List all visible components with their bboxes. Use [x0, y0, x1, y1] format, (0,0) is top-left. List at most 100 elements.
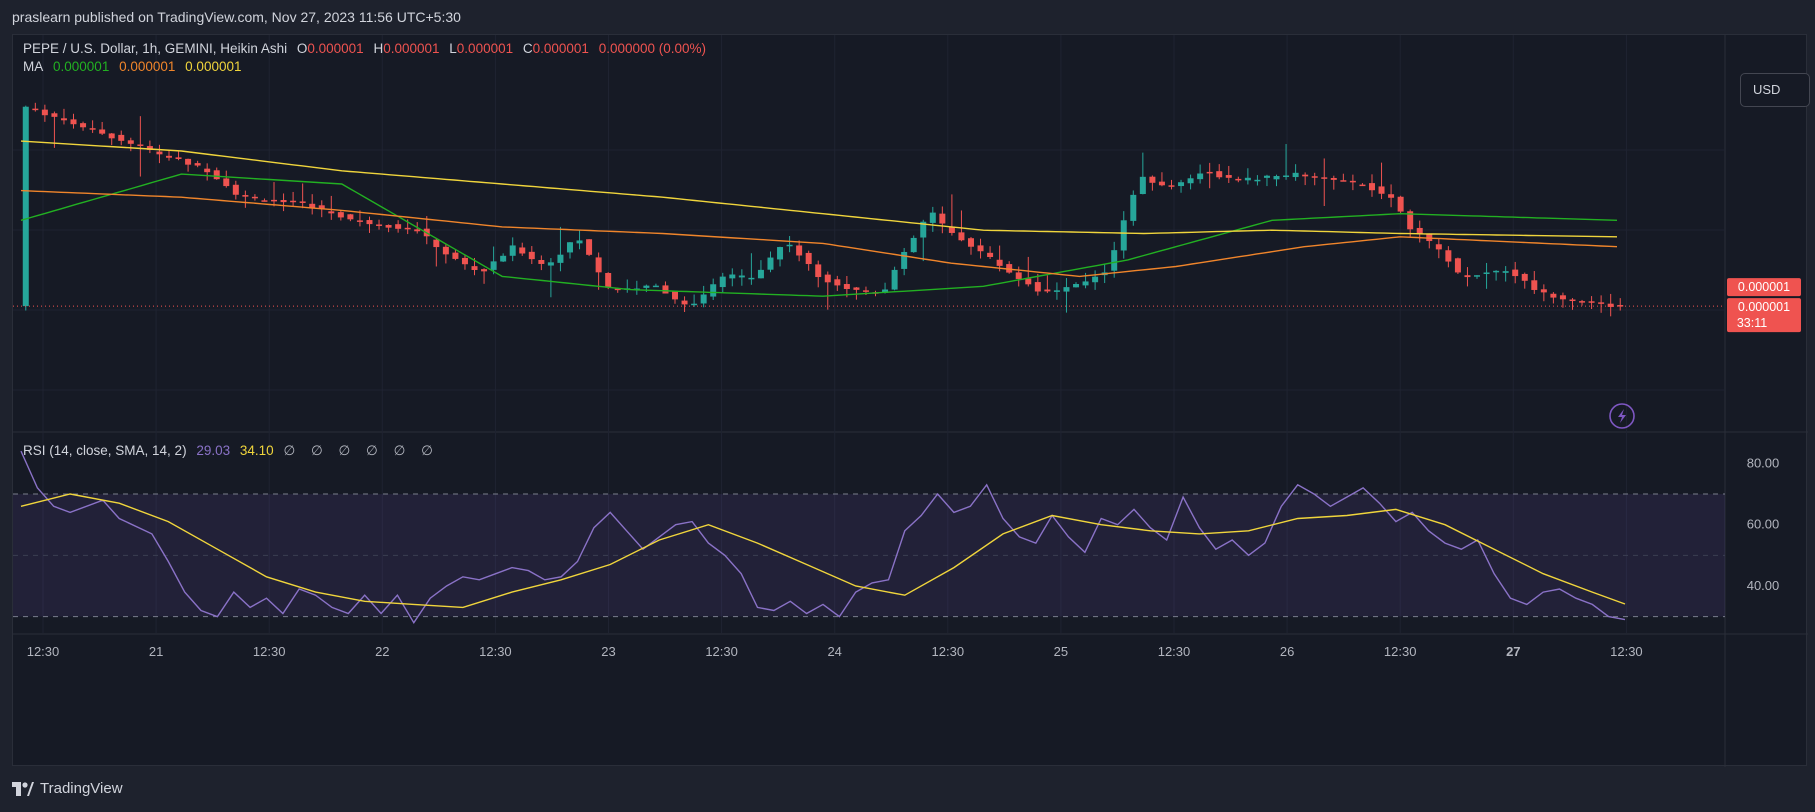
footer-brand: TradingView: [40, 780, 123, 797]
candle-bullish: [700, 294, 707, 304]
change-value: 0.000000 (0.00%): [598, 41, 707, 56]
time-tick-label: 22: [375, 644, 389, 659]
candle-bullish: [901, 251, 908, 269]
candle-bearish: [538, 259, 545, 264]
candle-bearish: [1378, 186, 1385, 194]
candle-bearish: [51, 113, 58, 117]
candle-bearish: [1559, 295, 1566, 300]
rsi-legend: RSI (14, close, SMA, 14, 2) 29.03 34.10 …: [23, 443, 445, 459]
time-tick-label: 12:30: [1610, 644, 1643, 659]
candle-bearish: [1388, 194, 1395, 198]
candle-bullish: [1263, 175, 1270, 178]
candle-bearish: [853, 287, 860, 290]
candle-bearish: [1607, 303, 1614, 307]
candle-bearish: [1588, 301, 1595, 303]
rsi-axis-label: 80.00: [1747, 455, 1780, 470]
candle-bullish: [767, 257, 774, 270]
rsi-sma-line: [20, 493, 1626, 609]
candle-bullish: [1187, 178, 1194, 184]
candle-bullish: [1502, 271, 1509, 273]
open-label: O: [296, 41, 308, 56]
candle-bearish: [108, 133, 115, 139]
candle-bearish: [41, 109, 48, 116]
chart-canvas[interactable]: 12:30 21 12:30 22 12:30 23 12:30 24 12:30 25 12:30…: [13, 35, 1808, 767]
candle-bearish: [1454, 258, 1461, 273]
rsi-value: 29.03: [196, 443, 231, 458]
candle-bearish: [1302, 174, 1309, 177]
candle-bearish: [1034, 282, 1041, 292]
candle-bearish: [977, 245, 984, 252]
ma-label[interactable]: MA: [23, 59, 44, 74]
currency-button[interactable]: USD: [1740, 73, 1810, 107]
chart-panel[interactable]: 12:30 21 12:30 22 12:30 23 12:30 24 12:30 25 12:30…: [12, 34, 1810, 767]
tradingview-logo[interactable]: TradingView: [12, 780, 123, 797]
candle-bearish: [996, 259, 1003, 266]
candle-bullish: [1111, 250, 1118, 271]
close-label: C: [522, 41, 533, 56]
rsi-label[interactable]: RSI (14, close, SMA, 14, 2): [23, 443, 187, 458]
candle-bullish: [1273, 176, 1280, 180]
time-tick-label: 23: [601, 644, 615, 659]
candle-bearish: [232, 184, 239, 195]
rsi-axis-label: 40.00: [1747, 578, 1780, 593]
ma1-line: [20, 173, 1618, 297]
candle-bullish: [748, 277, 755, 280]
rsi-band: [13, 494, 1725, 617]
candle-bullish: [910, 237, 917, 253]
open-value: 0.000001: [307, 41, 364, 56]
candle-bearish: [99, 129, 106, 134]
candle-bearish: [862, 290, 869, 292]
lightning-icon-bolt: [1618, 409, 1626, 423]
candle-bearish: [1006, 264, 1013, 273]
time-tick-label: 26: [1280, 644, 1294, 659]
candle-bearish: [939, 213, 946, 224]
candle-bullish: [1063, 287, 1070, 292]
candle-bearish: [127, 140, 134, 144]
time-tick-label: 27: [1506, 644, 1520, 659]
candle-bearish: [175, 157, 182, 159]
time-tick-label: 12:30: [1158, 644, 1191, 659]
candle-bearish: [1416, 227, 1423, 235]
candle-bullish: [509, 245, 516, 256]
candle-bearish: [1359, 184, 1366, 187]
candle-bearish: [586, 239, 593, 255]
low-value: 0.000001: [456, 41, 514, 56]
candle-bearish: [662, 285, 669, 294]
empty-mark: ∅: [310, 443, 323, 458]
ma-legend: MA 0.000001 0.000001 0.000001: [23, 59, 247, 74]
candle-bearish: [385, 224, 392, 228]
candle-bearish: [156, 151, 163, 155]
candle-bearish: [213, 170, 220, 180]
ma2-value: 0.000001: [119, 59, 176, 74]
candle-bullish: [729, 274, 736, 279]
candle-bearish: [672, 290, 679, 300]
candle-bearish: [834, 279, 841, 286]
candle-bearish: [251, 196, 258, 199]
candle-bullish: [490, 261, 497, 270]
candle-bearish: [1531, 280, 1538, 290]
candle-bearish: [796, 245, 803, 256]
candle-bullish: [652, 285, 659, 288]
candle-bullish: [1493, 270, 1500, 273]
candle-bearish: [958, 232, 965, 241]
empty-mark: ∅: [366, 443, 378, 458]
candle-bearish: [414, 229, 421, 232]
rsi-axis-label: 60.00: [1747, 517, 1780, 532]
candle-bearish: [309, 203, 316, 208]
candle-bullish: [1292, 172, 1299, 178]
candle-bearish: [1235, 178, 1242, 181]
candle-bearish: [948, 226, 955, 233]
candle-bearish: [1044, 289, 1051, 292]
candle-bearish: [471, 266, 478, 270]
candle-bullish: [1283, 175, 1290, 178]
candle-bearish: [1330, 177, 1337, 180]
symbol-label[interactable]: PEPE / U.S. Dollar, 1h, GEMINI, Heikin A…: [23, 41, 288, 56]
time-tick-label: 12:30: [705, 644, 738, 659]
time-tick-label: 12:30: [27, 644, 60, 659]
ma3-line: [20, 140, 1618, 238]
candle-bearish: [1349, 180, 1356, 183]
candle-bearish: [433, 239, 440, 248]
candle-bullish: [643, 285, 650, 288]
ma1-value: 0.000001: [53, 59, 110, 74]
candle-bearish: [843, 284, 850, 289]
